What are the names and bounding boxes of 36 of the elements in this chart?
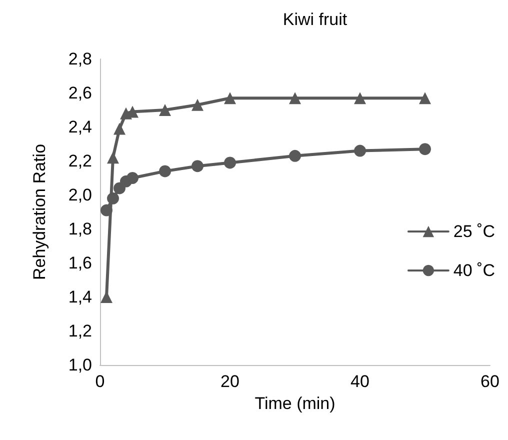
y-tick-label: 1,4 <box>68 288 92 306</box>
point <box>354 92 366 104</box>
point <box>289 150 301 162</box>
point <box>100 204 112 216</box>
point <box>126 172 138 184</box>
point <box>192 98 204 111</box>
y-tick-label: 2,6 <box>68 84 92 102</box>
point <box>224 156 236 169</box>
y-tick-label: 1,0 <box>68 356 92 374</box>
point <box>192 160 204 172</box>
x-tick-label: 0 <box>95 372 105 391</box>
point <box>107 152 119 164</box>
x-tick-label: 40 <box>350 372 370 391</box>
chart-title: Kiwi fruit <box>282 10 348 29</box>
point <box>114 122 126 135</box>
y-tick-label: 2,4 <box>68 118 92 136</box>
y-tick-label: 1,8 <box>68 220 92 238</box>
point <box>224 92 236 104</box>
point <box>354 144 366 157</box>
point <box>289 92 301 104</box>
x-tick-label: 60 <box>480 372 500 391</box>
y-tick-label: 1,2 <box>68 322 92 340</box>
legend-label: 25 ˚C <box>453 222 496 241</box>
point <box>107 192 119 204</box>
y-axis-title: Rehydration Ratio <box>30 144 49 280</box>
point <box>159 165 171 178</box>
legend-label: 40 ˚C <box>453 261 496 280</box>
point <box>159 104 171 116</box>
y-tick-label: 2,0 <box>68 186 92 204</box>
x-axis-title: Time (min) <box>254 394 336 413</box>
y-tick-label: 2,2 <box>68 152 92 170</box>
y-tick-label: 1,6 <box>68 254 92 272</box>
y-tick-label: 2,8 <box>68 50 92 68</box>
point <box>419 92 431 104</box>
point <box>419 143 431 156</box>
x-tick-label: 20 <box>220 372 240 391</box>
